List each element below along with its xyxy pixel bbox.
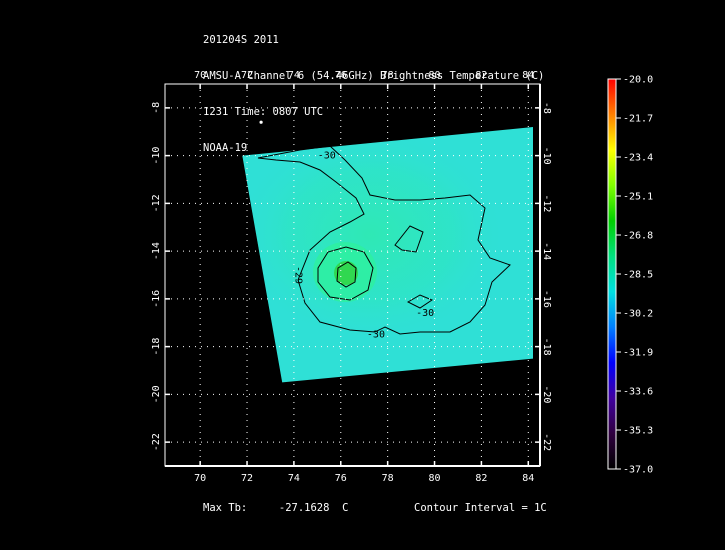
lon-label-top: 76 — [335, 70, 347, 81]
colorbar-label: -26.8 — [623, 231, 653, 242]
lat-label-left: -20 — [151, 385, 162, 403]
colorbar-label: -25.1 — [623, 192, 653, 203]
lon-label-bottom: 84 — [522, 473, 534, 484]
lon-label-bottom: 78 — [382, 473, 394, 484]
lon-label-bottom: 74 — [288, 473, 300, 484]
lat-label-right: -22 — [541, 433, 552, 451]
lat-label-right: -16 — [541, 290, 552, 308]
lon-label-bottom: 82 — [475, 473, 487, 484]
contour-label: -30 — [318, 151, 336, 162]
lon-label-top: 84 — [522, 70, 534, 81]
lat-label-right: -20 — [541, 385, 552, 403]
lat-label-left: -10 — [151, 147, 162, 165]
contour-label: -29 — [293, 266, 304, 284]
lon-label-top: 74 — [288, 70, 300, 81]
colorbar-label: -31.9 — [623, 348, 653, 359]
lat-label-left: -8 — [151, 102, 162, 114]
lat-label-right: -14 — [541, 242, 552, 260]
lon-label-top: 80 — [429, 70, 441, 81]
colorbar-label: -30.2 — [623, 309, 653, 320]
lon-label-bottom: 72 — [241, 473, 253, 484]
lat-label-left: -18 — [151, 338, 162, 356]
contour-label: -30 — [416, 308, 434, 319]
lon-label-bottom: 80 — [429, 473, 441, 484]
lon-label-top: 78 — [382, 70, 394, 81]
colorbar-label: -20.0 — [623, 75, 653, 86]
contour-interval: Contour Interval = 1C — [414, 502, 547, 514]
max-tb-label: Max Tb: — [203, 502, 247, 514]
lon-label-bottom: 70 — [194, 473, 206, 484]
colorbar-label: -28.5 — [623, 270, 653, 281]
lat-label-left: -14 — [151, 242, 162, 260]
colorbar-label: -21.7 — [623, 114, 653, 125]
max-tb-value: -27.1628 — [279, 502, 330, 514]
lon-label-top: 70 — [194, 70, 206, 81]
colorbar-label: -33.6 — [623, 387, 653, 398]
contour-label: -30 — [367, 330, 385, 341]
colorbar: -20.0 -21.7 -23.4 -25.1 -26.8 -28.5 -30.2 -31.9… — [608, 75, 653, 476]
colorbar-labels: -20.0 -21.7 -23.4 -25.1 -26.8 -28.5 -30.2 -31.9… — [616, 75, 653, 476]
colorbar-label: -35.3 — [623, 426, 653, 437]
lat-label-right: -8 — [541, 102, 552, 114]
max-tb-readout: Max Tb: -27.1628 C — [203, 502, 348, 514]
colorbar-gradient — [608, 79, 616, 469]
lon-label-bottom: 76 — [335, 473, 347, 484]
max-tb-unit: C — [342, 502, 348, 514]
lon-label-top: 72 — [241, 70, 253, 81]
lat-label-left: -12 — [151, 194, 162, 212]
lat-label-right: -18 — [541, 338, 552, 356]
lat-label-left: -22 — [151, 433, 162, 451]
lat-label-right: -10 — [541, 147, 552, 165]
warm-region — [230, 125, 510, 345]
lat-label-left: -16 — [151, 290, 162, 308]
island-marker — [259, 121, 262, 124]
lon-label-top: 82 — [475, 70, 487, 81]
colorbar-label: -23.4 — [623, 153, 653, 164]
lat-label-right: -12 — [541, 194, 552, 212]
colorbar-label: -37.0 — [623, 465, 653, 476]
